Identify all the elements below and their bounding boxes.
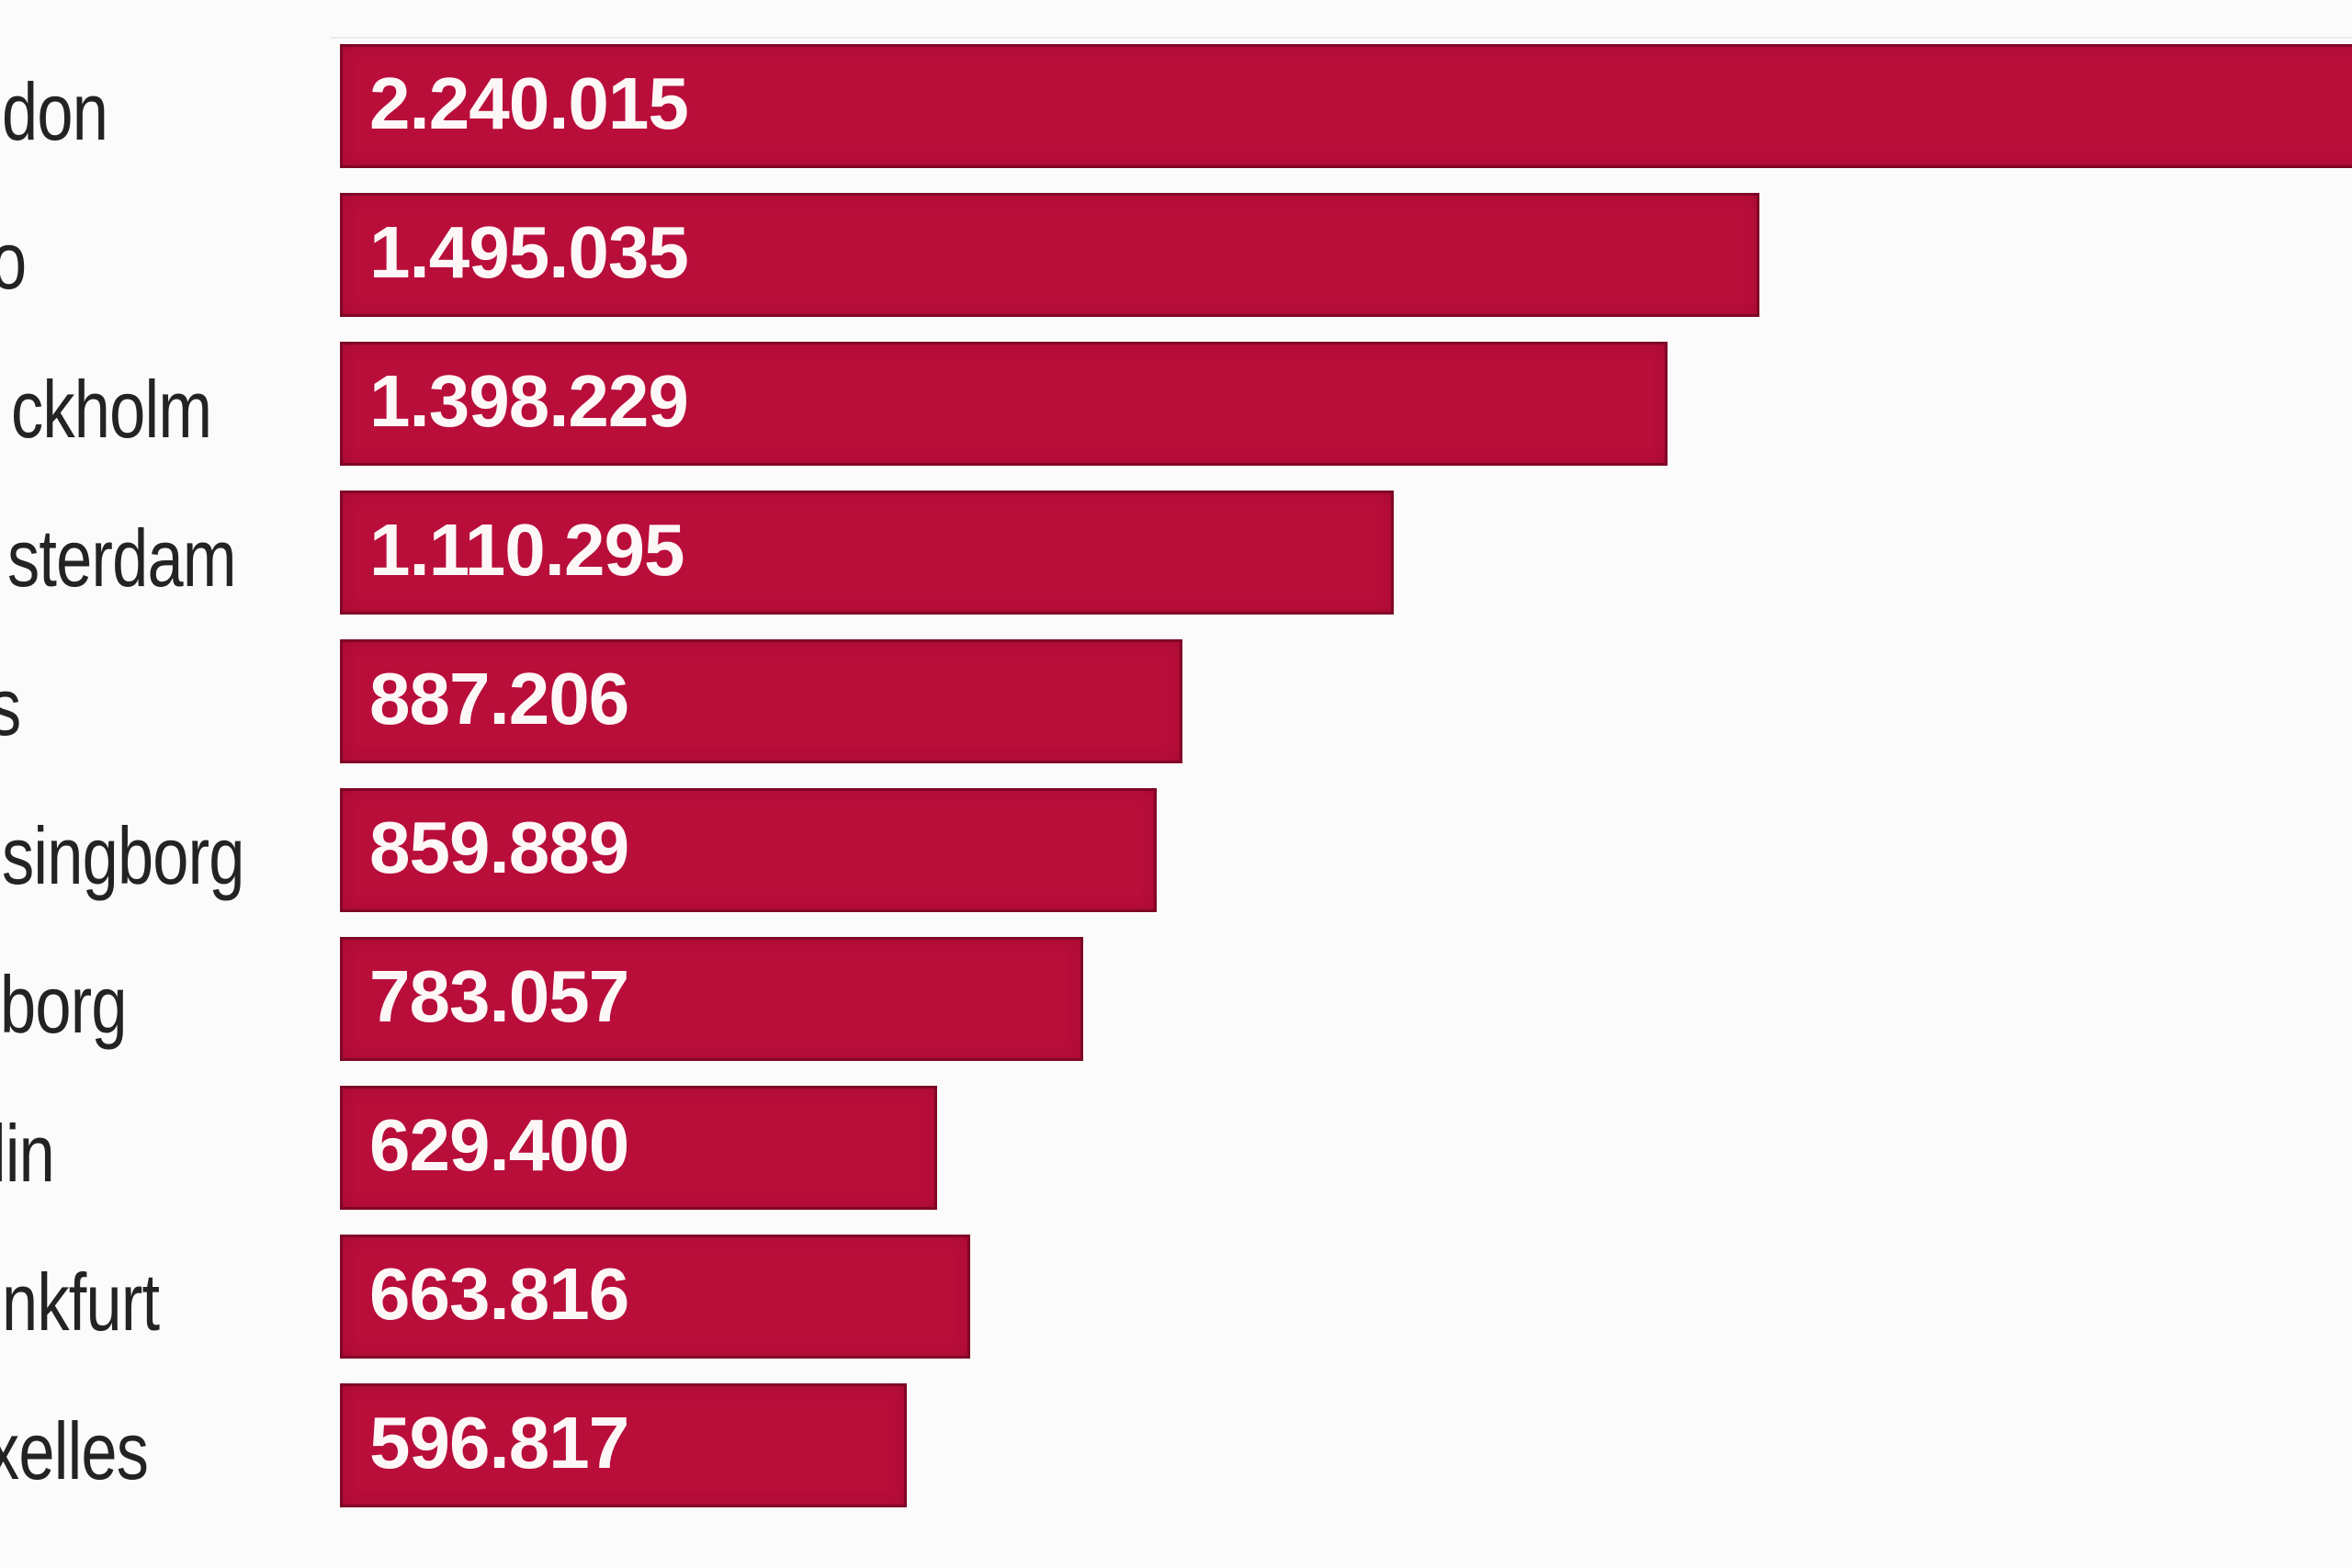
bar-row: o 1.495.035: [0, 193, 2352, 317]
value-bar: 629.400: [340, 1086, 937, 1210]
bar-row: xelles 596.817: [0, 1383, 2352, 1507]
chart-top-hairline: [331, 37, 2352, 39]
value-bar: 1.495.035: [340, 193, 1759, 317]
category-label-text: singborg: [2, 810, 244, 901]
value-bar: 663.816: [340, 1235, 970, 1359]
bar-value-label: 859.889: [369, 806, 629, 888]
bar-value-label: 629.400: [369, 1103, 629, 1186]
category-label-text: ckholm: [11, 364, 212, 455]
category-label: lin: [0, 1086, 70, 1210]
bar-row: don 2.240.015: [0, 44, 2352, 168]
category-label: sterdam: [7, 491, 293, 615]
value-bar: 2.240.015: [340, 44, 2352, 168]
bar-value-label: 783.057: [369, 954, 629, 1037]
bar-row: sterdam 1.110.295: [0, 491, 2352, 615]
category-label: singborg: [2, 788, 305, 912]
category-label: don: [2, 44, 134, 168]
bar-row: s 887.206: [0, 639, 2352, 763]
value-bar: 596.817: [340, 1383, 907, 1507]
category-label-text: sterdam: [7, 513, 237, 604]
category-label: ckholm: [11, 342, 262, 466]
category-label: s: [0, 639, 28, 763]
value-bar: 1.398.229: [340, 342, 1668, 466]
category-label: xelles: [0, 1383, 188, 1507]
bar-row: borg 783.057: [0, 937, 2352, 1061]
category-label: o: [0, 193, 35, 317]
bar-row: ckholm 1.398.229: [0, 342, 2352, 466]
category-label-text: s: [0, 660, 21, 754]
value-bar: 1.110.295: [340, 491, 1394, 615]
bar-row: singborg 859.889: [0, 788, 2352, 912]
bar-row: lin 629.400: [0, 1086, 2352, 1210]
category-label-text: nkfurt: [2, 1257, 160, 1348]
category-label-text: o: [0, 214, 27, 308]
bar-value-label: 887.206: [369, 657, 629, 739]
value-bar: 783.057: [340, 937, 1083, 1061]
category-label-text: don: [2, 66, 108, 157]
bar-value-label: 1.110.295: [369, 508, 684, 591]
bar-value-label: 1.398.229: [369, 359, 689, 442]
category-label-text: xelles: [0, 1405, 149, 1496]
category-label-text: lin: [0, 1108, 55, 1199]
value-bar: 859.889: [340, 788, 1157, 912]
bar-value-label: 596.817: [369, 1401, 629, 1483]
category-label-text: borg: [0, 959, 128, 1050]
bar-value-label: 1.495.035: [369, 210, 689, 293]
bar-row: nkfurt 663.816: [0, 1235, 2352, 1359]
bar-value-label: 2.240.015: [369, 62, 689, 144]
value-bar: 887.206: [340, 639, 1182, 763]
category-label: nkfurt: [2, 1235, 198, 1359]
category-label: borg: [0, 937, 158, 1061]
bar-value-label: 663.816: [369, 1252, 629, 1335]
